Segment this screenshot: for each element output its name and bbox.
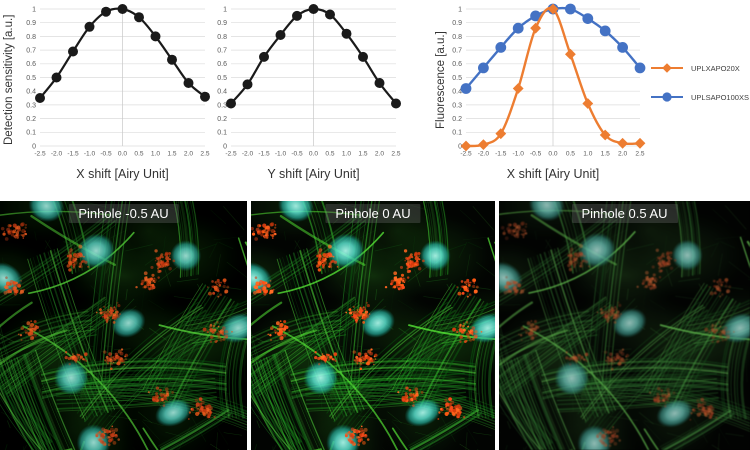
svg-text:0.6: 0.6: [26, 61, 36, 68]
svg-text:-1.0: -1.0: [275, 151, 287, 158]
micrograph-pinhole-0: Pinhole 0 AU: [251, 201, 495, 450]
svg-text:0.2: 0.2: [217, 116, 227, 123]
svg-text:0.7: 0.7: [26, 48, 36, 55]
micrograph-image-2: [251, 201, 495, 450]
legend-label-uplxapo20x: UPLXAPO20X: [691, 63, 740, 73]
svg-text:-2.0: -2.0: [51, 151, 63, 158]
svg-text:0.2: 0.2: [26, 116, 36, 123]
svg-text:0.9: 0.9: [26, 20, 36, 27]
svg-text:0.4: 0.4: [26, 89, 36, 96]
svg-text:0.5: 0.5: [26, 75, 36, 82]
chart2-plot-area: 0 0.1 0.2 0.3 0.4 0.5 0.6 0.7 0.8 0.9 1 -2.5 -2.0 -1.…: [217, 4, 401, 158]
svg-text:2.5: 2.5: [391, 151, 400, 158]
svg-text:-1.5: -1.5: [258, 151, 270, 158]
chart1-x-axis-label: X shift [Airy Unit]: [76, 167, 169, 181]
svg-text:2.5: 2.5: [200, 151, 209, 158]
svg-text:0.5: 0.5: [134, 151, 143, 158]
micrograph-image-1: [0, 201, 247, 450]
svg-text:-1.0: -1.0: [513, 151, 525, 158]
svg-text:0.5: 0.5: [452, 75, 462, 82]
svg-text:2.0: 2.0: [184, 151, 193, 158]
svg-text:0.0: 0.0: [309, 151, 318, 158]
svg-text:0.9: 0.9: [217, 20, 227, 27]
svg-text:0.5: 0.5: [217, 75, 227, 82]
svg-text:1: 1: [223, 6, 227, 13]
svg-text:0.7: 0.7: [217, 48, 227, 55]
svg-text:0.4: 0.4: [217, 89, 227, 96]
pinhole-label-2: Pinhole 0 AU: [325, 204, 421, 223]
chart2-x-axis-label: Y shift [Airy Unit]: [267, 167, 360, 181]
svg-text:-1.0: -1.0: [84, 151, 96, 158]
chart-y-shift-sensitivity: 0 0.1 0.2 0.3 0.4 0.5 0.6 0.7 0.8 0.9 1 -2.5 -2.0 -1.…: [215, 0, 410, 200]
svg-text:0.1: 0.1: [217, 130, 227, 137]
chart-x-shift-sensitivity: Detection sensitivity [a.u.] 0 0.1 0.2 0.3 0…: [0, 0, 215, 200]
svg-text:-2.0: -2.0: [242, 151, 254, 158]
svg-text:-1.5: -1.5: [495, 151, 507, 158]
chart1-plot-area: 0 0.1 0.2 0.3 0.4 0.5 0.6 0.7 0.8 0.9 1 -2.5 -2.0 -1.…: [26, 4, 210, 158]
legend-item-uplsapo100xs: UPLSAPO100XS: [650, 91, 750, 103]
svg-text:-1.5: -1.5: [67, 151, 79, 158]
chart3-legend: UPLXAPO20X UPLSAPO100XS: [650, 62, 750, 120]
pinhole-label-3: Pinhole 0.5 AU: [571, 204, 678, 223]
legend-marker-diamond-icon: [651, 63, 683, 73]
chart3-x-axis-label: X shift [Airy Unit]: [506, 167, 600, 181]
svg-text:0.1: 0.1: [26, 130, 36, 137]
svg-text:0.8: 0.8: [217, 34, 227, 41]
svg-text:0: 0: [223, 143, 227, 150]
svg-text:0.6: 0.6: [452, 61, 462, 68]
svg-text:0.5: 0.5: [325, 151, 334, 158]
svg-text:1.5: 1.5: [358, 151, 367, 158]
micrograph-pinhole-plus-0-5: Pinhole 0.5 AU: [499, 201, 750, 450]
svg-text:-0.5: -0.5: [100, 151, 112, 158]
svg-text:0.9: 0.9: [452, 20, 462, 27]
legend-item-uplxapo20x: UPLXAPO20X: [650, 62, 750, 74]
svg-text:1: 1: [458, 6, 462, 13]
svg-text:2.0: 2.0: [618, 151, 627, 158]
svg-text:0.3: 0.3: [217, 102, 227, 109]
svg-text:0.0: 0.0: [548, 151, 557, 158]
svg-text:0.6: 0.6: [217, 61, 227, 68]
svg-text:0.8: 0.8: [26, 34, 36, 41]
svg-text:1.0: 1.0: [583, 151, 592, 158]
svg-text:0.3: 0.3: [26, 102, 36, 109]
pinhole-label-1: Pinhole -0.5 AU: [68, 204, 179, 223]
svg-text:1: 1: [32, 6, 36, 13]
micrograph-pinhole-minus-0-5: Pinhole -0.5 AU: [0, 201, 247, 450]
svg-text:1.0: 1.0: [342, 151, 351, 158]
svg-text:0.7: 0.7: [452, 48, 462, 55]
svg-text:0.2: 0.2: [452, 116, 462, 123]
micrograph-image-3: [499, 201, 750, 450]
svg-text:-2.5: -2.5: [34, 151, 46, 158]
svg-text:-2.0: -2.0: [478, 151, 490, 158]
chart-fluorescence-objectives: Fluorescence [a.u.] 0 0.1 0.2 0.3 0.4 0.5 0.6 0…: [432, 0, 648, 200]
svg-text:0.3: 0.3: [452, 102, 462, 109]
legend-label-uplsapo100xs: UPLSAPO100XS: [691, 92, 749, 102]
svg-text:1.5: 1.5: [167, 151, 176, 158]
svg-text:0.5: 0.5: [566, 151, 575, 158]
svg-text:0.8: 0.8: [452, 34, 462, 41]
svg-text:2.5: 2.5: [635, 151, 644, 158]
chart3-plot-area: 0 0.1 0.2 0.3 0.4 0.5 0.6 0.7 0.8 0.9 1 -2.5 -2.0 -1.…: [452, 3, 646, 158]
svg-text:-0.5: -0.5: [291, 151, 303, 158]
svg-text:1.0: 1.0: [151, 151, 160, 158]
svg-text:0.0: 0.0: [118, 151, 127, 158]
svg-text:-0.5: -0.5: [530, 151, 542, 158]
svg-text:0.1: 0.1: [452, 130, 462, 137]
svg-text:1.5: 1.5: [601, 151, 610, 158]
legend-marker-circle-icon: [651, 92, 683, 102]
svg-text:0.4: 0.4: [452, 89, 462, 96]
svg-text:0: 0: [458, 143, 462, 150]
svg-text:-2.5: -2.5: [460, 151, 472, 158]
svg-text:-2.5: -2.5: [225, 151, 237, 158]
micrograph-row: Pinhole -0.5 AU Pinhole 0 AU Pinhole 0.5…: [0, 201, 750, 450]
svg-text:0: 0: [32, 143, 36, 150]
svg-text:2.0: 2.0: [375, 151, 384, 158]
